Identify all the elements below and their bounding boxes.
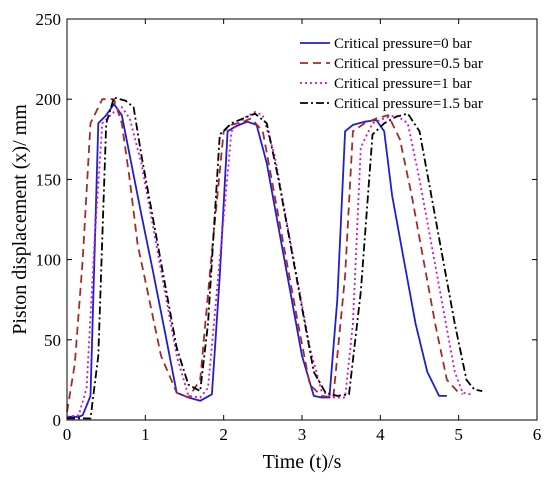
y-tick-label: 100 xyxy=(36,251,62,270)
legend-label-3: Critical pressure=1.5 bar xyxy=(334,96,483,112)
series-line-2 xyxy=(66,106,471,418)
y-tick-label: 150 xyxy=(36,170,62,189)
x-tick-label: 3 xyxy=(298,425,307,444)
y-axis-label: Piston displacement (x)/ mm xyxy=(9,104,31,335)
y-tick-label: 0 xyxy=(53,411,62,430)
y-tick-label: 250 xyxy=(36,10,62,29)
x-tick-label: 5 xyxy=(454,425,463,444)
series-line-3 xyxy=(67,96,483,420)
y-tick-label: 50 xyxy=(44,331,61,350)
series-line-1 xyxy=(66,98,463,413)
x-tick-label: 2 xyxy=(219,425,228,444)
legend-label-0: Critical pressure=0 bar xyxy=(334,36,472,52)
x-axis-label: Time (t)/s xyxy=(263,451,342,473)
x-tick-label: 6 xyxy=(533,425,542,444)
legend-label-2: Critical pressure=1 bar xyxy=(334,76,472,92)
legend-label-1: Critical pressure=0.5 bar xyxy=(334,56,483,72)
x-tick-label: 0 xyxy=(63,425,72,444)
y-tick-label: 200 xyxy=(36,90,62,109)
x-tick-label: 1 xyxy=(141,425,150,444)
x-tick-label: 4 xyxy=(376,425,385,444)
legend: Critical pressure=0 bar Critical pressur… xyxy=(300,36,483,112)
axes: 0 1 2 3 4 5 6 0 50 100 150 200 250 xyxy=(36,10,542,444)
series-line-0 xyxy=(67,103,447,418)
plot-area xyxy=(66,96,483,420)
